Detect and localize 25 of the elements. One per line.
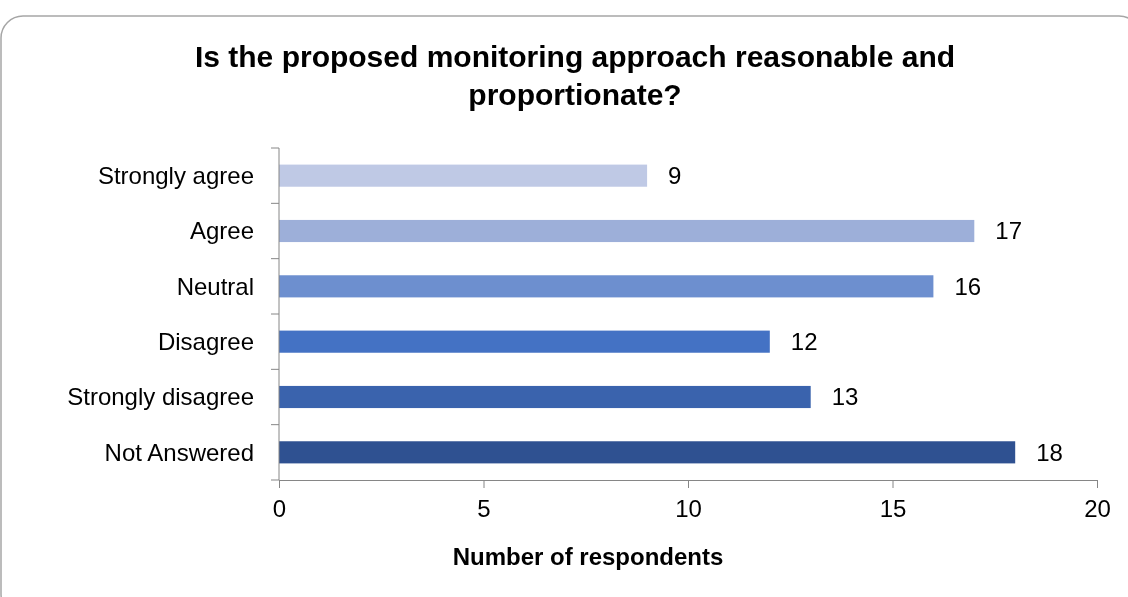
bar (279, 441, 1016, 464)
bar (279, 385, 811, 409)
data-label: 13 (831, 383, 859, 411)
y-tick-label: Agree (189, 217, 254, 245)
data-label: 9 (668, 162, 682, 190)
bar (279, 330, 770, 353)
bar (279, 164, 648, 187)
x-axis-title: Number of respondents (452, 543, 724, 570)
x-tick-label: 0 (272, 495, 287, 523)
y-tick-label: Strongly disagree (67, 383, 254, 411)
y-tick-label: Neutral (176, 272, 254, 300)
x-tick-label: 20 (1084, 495, 1111, 523)
y-tick-label: Disagree (157, 328, 254, 356)
data-label: 12 (790, 328, 818, 356)
bar (279, 219, 975, 243)
y-tick-label: Strongly agree (97, 162, 254, 190)
data-label: 16 (954, 272, 982, 300)
data-label: 18 (1036, 438, 1063, 466)
chart-title: Is the proposed monitoring approach reasonable and proportionate? (194, 40, 956, 111)
x-tick-label: 15 (879, 495, 907, 523)
bar (279, 275, 934, 298)
x-tick-label: 5 (477, 495, 491, 523)
x-tick-label: 10 (675, 495, 702, 523)
data-label: 17 (995, 217, 1022, 245)
y-tick-label: Not Answered (104, 438, 254, 466)
